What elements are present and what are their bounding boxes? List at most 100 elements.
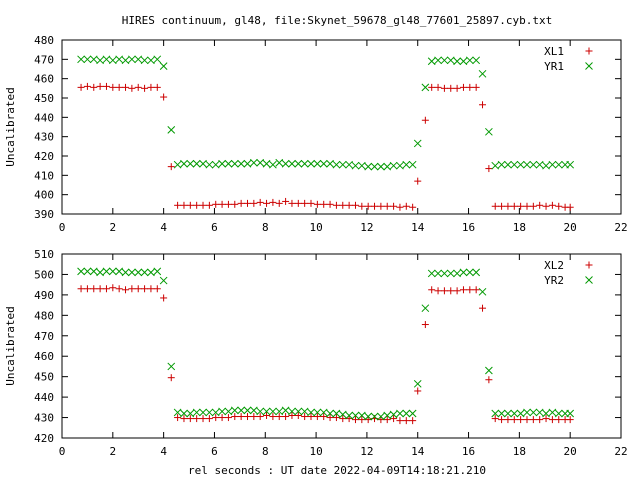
- data-point-YR2: [224, 407, 233, 416]
- data-point-YR1-d2: [96, 56, 104, 65]
- data-point-YR2: [357, 411, 366, 420]
- data-point-YR1-d2: [153, 55, 162, 64]
- x-tick-label: 14: [411, 221, 425, 234]
- data-point-YR1-d2: [167, 126, 176, 134]
- data-point-XL2: [383, 416, 391, 424]
- data-point-XL1: [180, 201, 188, 209]
- y-tick-label: 440: [34, 391, 54, 404]
- y-tick-label: 480: [34, 34, 54, 47]
- data-point-XL1: [351, 201, 359, 209]
- x-tick-label: 6: [211, 445, 218, 458]
- data-point-YR1-d2: [485, 127, 493, 136]
- data-point-YR2: [478, 287, 487, 296]
- data-point-YR1-d2: [364, 162, 373, 171]
- data-point-YR1-d2: [89, 55, 98, 64]
- y-tick-label: 500: [34, 268, 54, 281]
- data-point-YR1-d2: [108, 56, 117, 65]
- data-point-YR2: [338, 410, 347, 419]
- data-point-YR1-d2: [249, 158, 258, 167]
- data-point-XL1: [364, 202, 372, 210]
- data-point-YR2: [497, 409, 506, 418]
- data-point-YR2: [408, 409, 417, 418]
- data-point-YR2-d2: [275, 407, 284, 416]
- data-point-XL2: [459, 286, 467, 294]
- data-point-YR1-d2: [294, 159, 303, 168]
- data-point-YR1: [147, 56, 155, 65]
- data-point-YR2-d2: [440, 269, 449, 278]
- data-point-XL1: [434, 83, 442, 91]
- data-point-YR2: [294, 407, 303, 416]
- data-point-XL2: [224, 414, 232, 422]
- data-point-YR1: [491, 161, 500, 170]
- data-point-YR2-d2: [262, 407, 271, 416]
- x-tick-label: 16: [462, 221, 475, 234]
- data-point-YR1-d2: [121, 56, 130, 65]
- data-point-YR2-d2: [357, 411, 366, 420]
- data-point-YR1: [159, 62, 168, 70]
- legend-marker-YR1: [585, 62, 593, 70]
- data-point-XL2: [186, 415, 194, 423]
- y-tick-label: 470: [34, 330, 54, 343]
- data-point-XL1: [83, 82, 91, 90]
- data-point-XL1: [542, 202, 550, 210]
- data-point-YR2-d2: [408, 409, 417, 418]
- data-point-YR1-d2: [516, 160, 525, 169]
- data-point-YR2-d2: [224, 407, 233, 416]
- data-point-YR2-d2: [434, 269, 442, 278]
- data-point-XL1: [345, 201, 353, 209]
- data-point-YR2: [396, 409, 404, 418]
- data-point-YR2: [153, 267, 162, 276]
- data-point-YR1-d2: [332, 160, 341, 169]
- data-point-YR1-d2: [523, 160, 531, 169]
- data-point-XL1: [566, 203, 574, 211]
- data-point-XL2: [301, 413, 309, 421]
- data-point-YR2-d2: [427, 269, 436, 278]
- x-tick-label: 22: [614, 221, 627, 234]
- data-point-YR2-d2: [243, 406, 252, 415]
- data-point-XL1: [141, 84, 149, 92]
- x-tick-label: 2: [110, 221, 117, 234]
- data-point-XL2: [269, 413, 277, 421]
- data-point-YR1-d2: [510, 160, 519, 169]
- data-point-XL2: [548, 416, 556, 424]
- data-point-XL1: [263, 199, 271, 207]
- data-point-YR2: [230, 406, 239, 415]
- data-point-YR2: [83, 267, 92, 276]
- data-point-YR2-d2: [497, 409, 506, 418]
- data-point-YR2: [566, 409, 575, 418]
- data-point-XL2: [390, 415, 398, 423]
- data-point-YR1: [446, 56, 455, 65]
- data-point-XL2: [536, 416, 544, 424]
- data-point-XL1: [250, 199, 258, 207]
- data-point-YR2-d2: [147, 268, 155, 277]
- data-point-YR2-d2: [153, 267, 162, 276]
- data-point-YR1-d2: [243, 159, 252, 168]
- data-point-YR2-d2: [351, 411, 360, 420]
- data-point-YR1: [427, 57, 436, 66]
- data-point-XL1: [472, 83, 480, 91]
- data-point-XL1: [313, 200, 321, 208]
- data-point-YR2: [389, 410, 398, 419]
- data-point-YR2-d2: [313, 408, 322, 417]
- data-point-YR2: [383, 411, 392, 420]
- data-point-XL2: [231, 413, 239, 421]
- data-point-XL1: [77, 83, 85, 91]
- data-point-YR1-d2: [459, 57, 468, 66]
- data-point-YR1: [319, 159, 328, 168]
- data-point-XL2: [421, 321, 429, 329]
- x-tick-label: 22: [614, 445, 627, 458]
- data-point-YR2: [275, 407, 284, 416]
- data-point-YR2-d2: [542, 409, 550, 418]
- data-point-XL1: [167, 163, 175, 171]
- data-point-YR2: [121, 268, 130, 277]
- data-point-XL2: [428, 286, 436, 294]
- y-tick-label: 420: [34, 432, 54, 445]
- data-point-YR2-d2: [186, 409, 195, 418]
- data-point-XL2: [504, 416, 512, 424]
- data-point-YR1-d2: [542, 161, 550, 170]
- data-point-XL2: [282, 413, 290, 421]
- data-point-XL2: [115, 285, 123, 293]
- data-point-YR2-d2: [108, 267, 117, 276]
- data-point-XL2: [263, 412, 271, 420]
- data-point-YR2: [504, 409, 512, 418]
